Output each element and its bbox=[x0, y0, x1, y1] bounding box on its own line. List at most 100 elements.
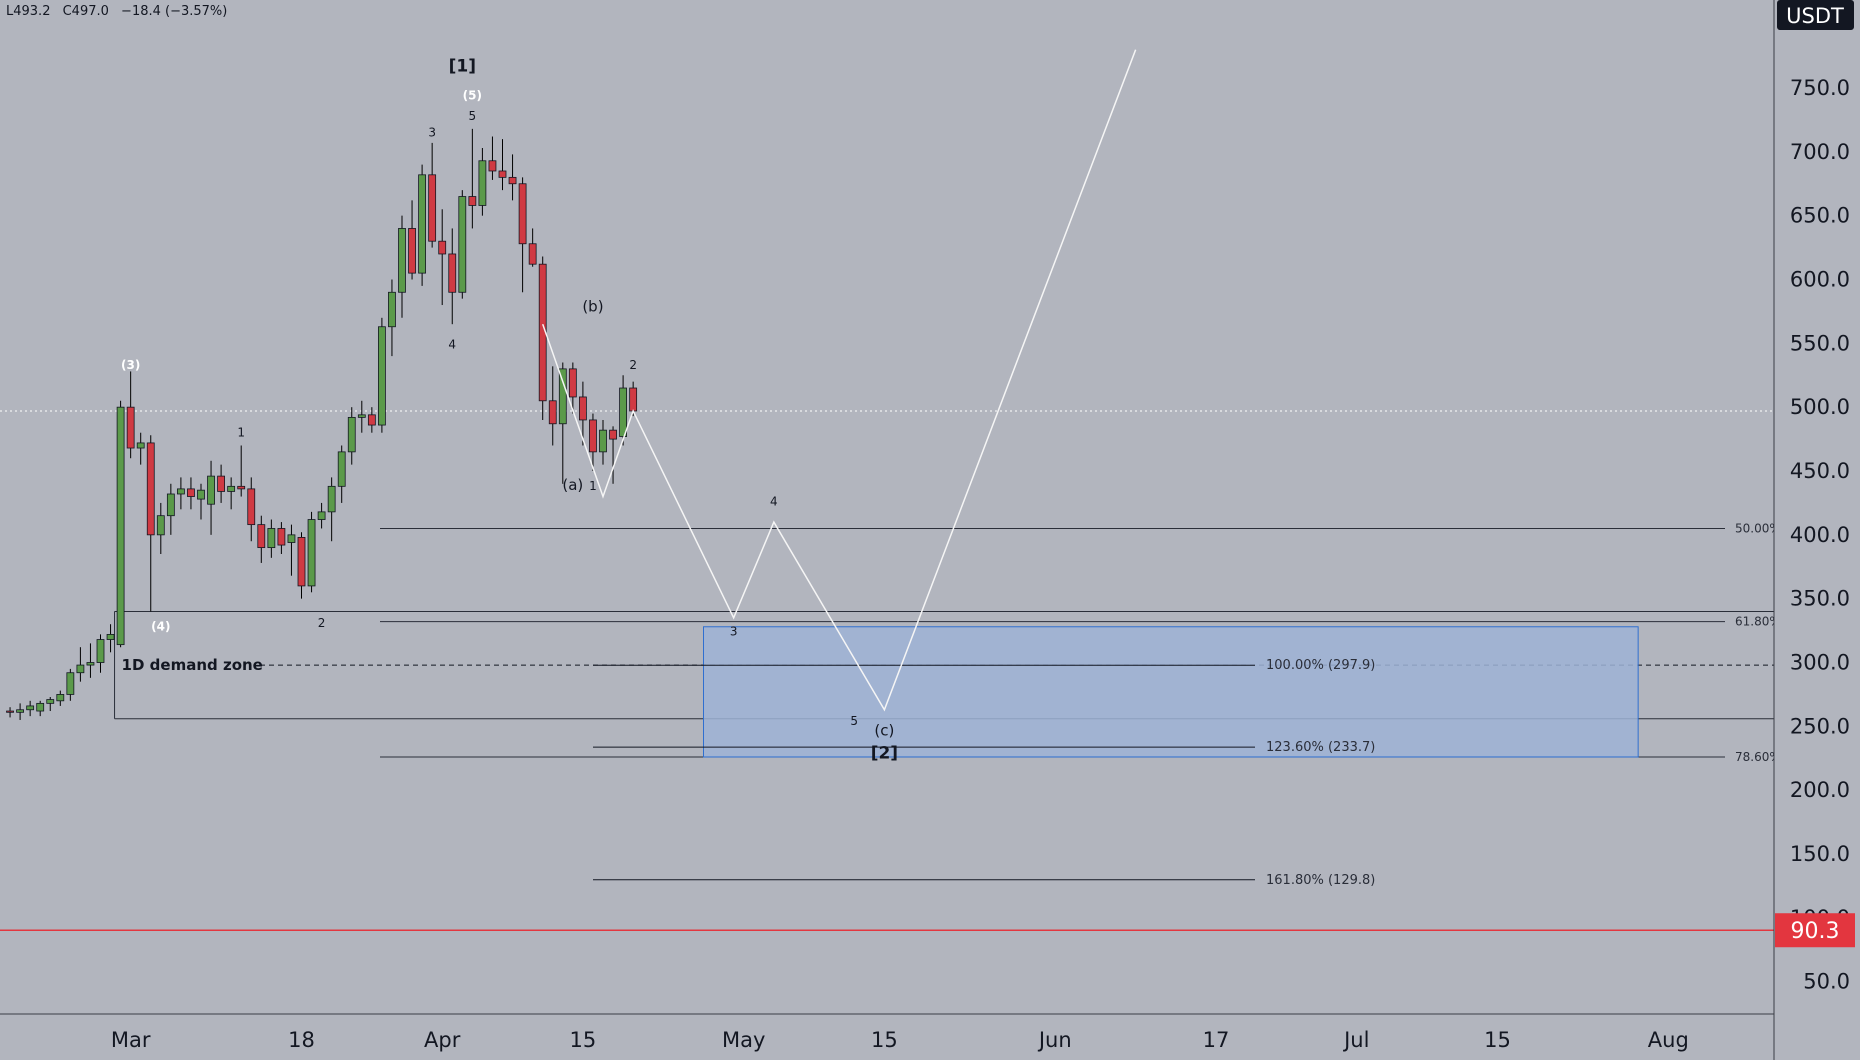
candle-up[interactable] bbox=[46, 696, 55, 712]
candle-down[interactable] bbox=[428, 142, 437, 248]
wave-labels: [1] (5) 5 3 4 (3) 1 (4) 2 (b) 2 (a) 1 4 3 5 (c) [2] bbox=[121, 56, 898, 763]
candle-down[interactable] bbox=[548, 366, 557, 446]
candle-up[interactable] bbox=[207, 460, 215, 535]
candle-up[interactable] bbox=[357, 400, 366, 433]
candle-up[interactable] bbox=[337, 445, 346, 503]
candle-up[interactable] bbox=[267, 519, 276, 558]
x-tick-label: 15 bbox=[570, 1028, 597, 1052]
candle-down[interactable] bbox=[508, 154, 517, 201]
y-tick-label: 400.0 bbox=[1790, 523, 1850, 547]
candle-body bbox=[558, 368, 567, 425]
wave-label: (5) bbox=[463, 88, 482, 102]
candle-down[interactable] bbox=[609, 426, 617, 484]
candle-down[interactable] bbox=[277, 522, 286, 554]
candle-up[interactable] bbox=[418, 164, 427, 286]
candle-down[interactable] bbox=[257, 515, 266, 563]
target-zone-box[interactable] bbox=[703, 626, 1639, 758]
candle-up[interactable] bbox=[458, 190, 467, 299]
candle-down[interactable] bbox=[528, 228, 537, 267]
candle-down[interactable] bbox=[488, 136, 497, 180]
candle-up[interactable] bbox=[26, 700, 35, 717]
projection-path[interactable] bbox=[541, 49, 1137, 712]
candle-up[interactable] bbox=[76, 647, 85, 682]
candle-up[interactable] bbox=[619, 375, 627, 446]
candle-body bbox=[357, 414, 366, 418]
candle-body bbox=[136, 442, 145, 449]
candle-up[interactable] bbox=[398, 215, 406, 318]
candle-up[interactable] bbox=[66, 668, 75, 701]
wave-label: 5 bbox=[850, 714, 858, 728]
candle-up[interactable] bbox=[388, 279, 396, 357]
candle-down[interactable] bbox=[589, 413, 597, 472]
candle-down[interactable] bbox=[217, 464, 226, 503]
candle-up[interactable] bbox=[86, 643, 95, 678]
candle-up[interactable] bbox=[106, 624, 115, 653]
candle-body bbox=[327, 485, 336, 513]
currency-badge[interactable]: USDT bbox=[1777, 0, 1854, 30]
candle-down[interactable] bbox=[538, 256, 547, 420]
candle-up[interactable] bbox=[599, 419, 607, 465]
candle-up[interactable] bbox=[96, 634, 105, 673]
candle-body bbox=[478, 160, 487, 206]
candle-up[interactable] bbox=[347, 407, 356, 465]
candle-down[interactable] bbox=[237, 445, 246, 497]
current-price-badge: 90.3 bbox=[1775, 913, 1855, 948]
candle-up[interactable] bbox=[327, 477, 336, 542]
y-tick-label: 500.0 bbox=[1790, 395, 1850, 419]
wave-label: 3 bbox=[730, 625, 738, 639]
candle-up[interactable] bbox=[307, 511, 316, 593]
candle-body bbox=[176, 488, 185, 495]
candle-up[interactable] bbox=[197, 483, 205, 520]
x-tick-label: 15 bbox=[871, 1028, 898, 1052]
candle-down[interactable] bbox=[367, 407, 376, 433]
candle-up[interactable] bbox=[16, 703, 25, 720]
candle-up[interactable] bbox=[36, 700, 45, 717]
candle-body bbox=[156, 515, 165, 536]
ohlc-low: L493.2 bbox=[6, 4, 51, 19]
candle-down[interactable] bbox=[438, 209, 447, 306]
candle-up[interactable] bbox=[478, 148, 487, 216]
candle-down[interactable] bbox=[146, 435, 155, 612]
wave-label: (a) bbox=[562, 476, 583, 494]
candle-down[interactable] bbox=[468, 128, 477, 229]
candle-down[interactable] bbox=[518, 177, 527, 293]
candle-down[interactable] bbox=[297, 532, 306, 599]
candle-up[interactable] bbox=[377, 317, 386, 433]
y-tick-label: 450.0 bbox=[1790, 459, 1850, 483]
y-tick-label: 550.0 bbox=[1790, 331, 1850, 355]
candle-body bbox=[217, 475, 226, 492]
currency-label: USDT bbox=[1786, 4, 1844, 28]
y-tick-label: 650.0 bbox=[1790, 204, 1850, 228]
candle-down[interactable] bbox=[579, 381, 587, 446]
candle-down[interactable] bbox=[247, 477, 256, 542]
candle-up[interactable] bbox=[317, 502, 326, 529]
candle-body bbox=[438, 240, 447, 255]
candle-up[interactable] bbox=[166, 483, 175, 535]
candle-up[interactable] bbox=[116, 400, 125, 648]
candle-up[interactable] bbox=[176, 477, 185, 510]
candle-up[interactable] bbox=[156, 502, 165, 554]
candle-body bbox=[589, 419, 597, 453]
candle-body bbox=[16, 709, 25, 713]
candle-down[interactable] bbox=[408, 200, 416, 280]
candle-up[interactable] bbox=[227, 477, 236, 510]
candle-up[interactable] bbox=[136, 432, 145, 465]
candle-down[interactable] bbox=[448, 228, 457, 325]
x-tick-label: Apr bbox=[424, 1028, 461, 1052]
wave-label: 2 bbox=[318, 616, 326, 630]
candle-body bbox=[528, 243, 537, 265]
candle-body bbox=[106, 634, 115, 640]
candle-down[interactable] bbox=[568, 362, 577, 414]
candle-body bbox=[197, 489, 205, 500]
candle-up[interactable] bbox=[56, 690, 65, 706]
candle-down[interactable] bbox=[498, 139, 507, 191]
ohlc-change: −18.4 (−3.57%) bbox=[121, 4, 228, 19]
x-tick-label: 18 bbox=[288, 1028, 315, 1052]
candle-up[interactable] bbox=[287, 524, 296, 576]
candle-down[interactable] bbox=[126, 371, 135, 459]
candle-down[interactable] bbox=[187, 477, 195, 510]
candle-down[interactable] bbox=[6, 707, 14, 718]
candle-body bbox=[307, 519, 316, 587]
